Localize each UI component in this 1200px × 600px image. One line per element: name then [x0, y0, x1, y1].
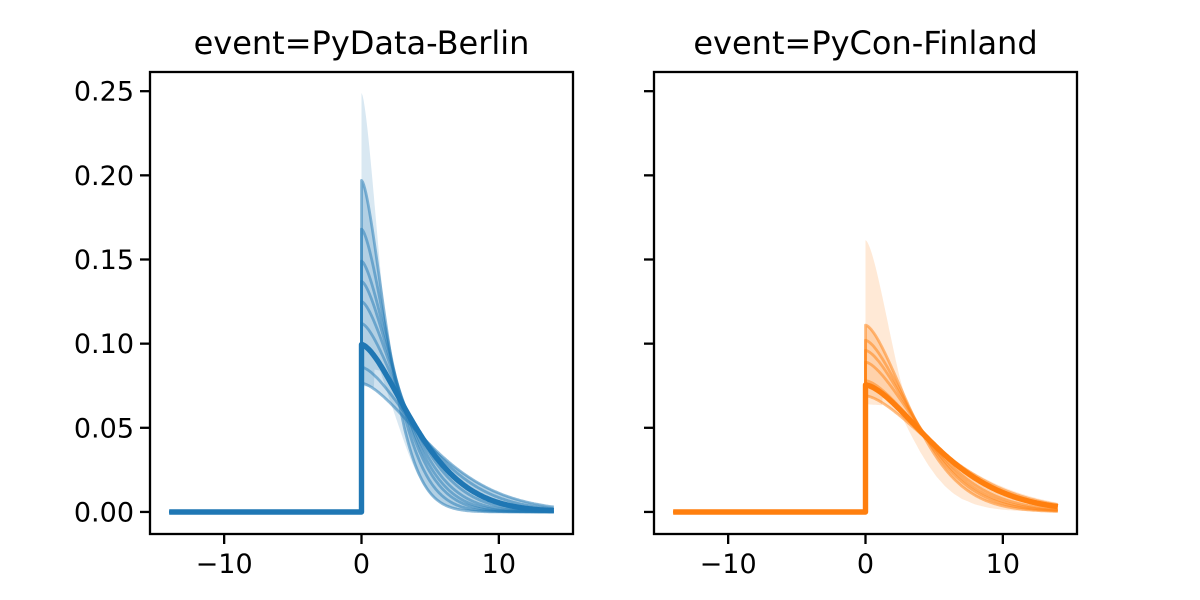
y-tick-label: 0.15 [74, 245, 134, 276]
x-tick-label: 10 [482, 549, 516, 580]
mean-curve [169, 341, 556, 515]
facet-title-0: event=PyData-Berlin [194, 24, 530, 62]
y-tick-label: 0.10 [74, 329, 134, 360]
y-tick-label: 0.25 [74, 77, 134, 108]
y-tick-label: 0.20 [74, 161, 134, 192]
x-tick-label: 0 [353, 549, 370, 580]
panel-1: −10 0 10 event=PyCon-Finland [644, 24, 1079, 580]
x-tick-label: 0 [857, 549, 874, 580]
sample-curve-3 [673, 360, 1059, 514]
sample-curve-2 [673, 349, 1059, 514]
panel-0: −10 0 10 0.00 0.05 0.10 0.15 0.20 0.25 event=PyDa… [74, 24, 575, 580]
x-tick-label: −10 [196, 549, 253, 580]
x-tick-label: 10 [986, 549, 1020, 580]
x-tick-label: −10 [700, 549, 757, 580]
facet-title-1: event=PyCon-Finland [693, 24, 1037, 62]
y-tick-label: 0.00 [74, 497, 134, 528]
mean-curve [673, 382, 1060, 515]
y-tick-label: 0.05 [74, 413, 134, 444]
sample-curve-6 [169, 365, 555, 514]
sample-curve-7 [169, 381, 555, 514]
